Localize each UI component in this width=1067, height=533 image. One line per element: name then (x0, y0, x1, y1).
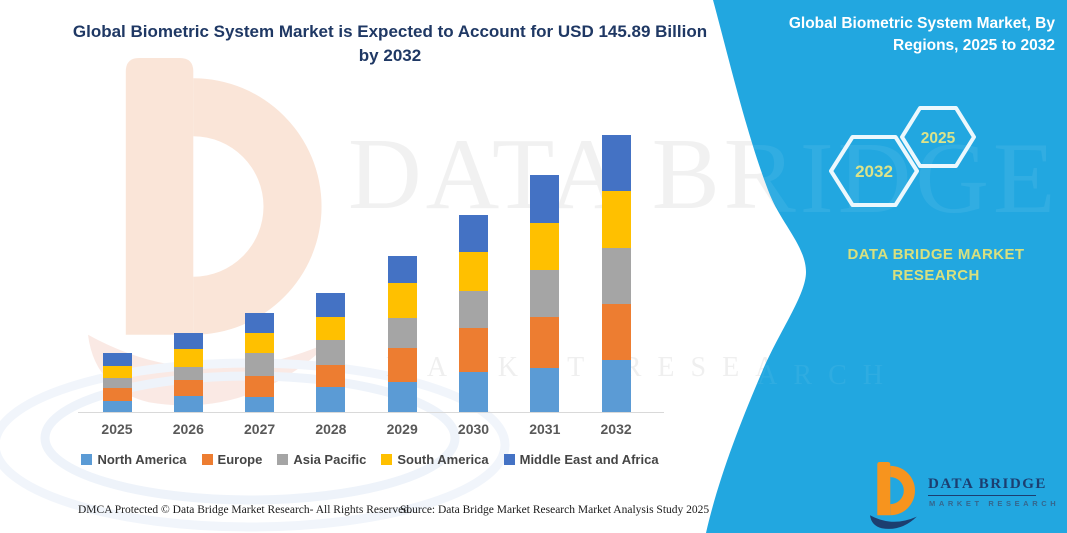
footer-source-text: Source: Data Bridge Market Research Mark… (400, 504, 710, 516)
stacked-bar-plot (60, 135, 680, 413)
hexagon-2032 (829, 135, 919, 207)
x-tick-2026: 2026 (172, 421, 204, 437)
legend-label: Europe (217, 452, 263, 467)
bar-segment-asia-pacific (601, 248, 631, 304)
legend-label: Middle East and Africa (519, 452, 659, 467)
bar-segment-south-america (601, 190, 631, 249)
legend-swatch (503, 454, 515, 465)
bar-segment-south-america (316, 317, 346, 341)
legend-item-middle-east-and-africa: Middle East and Africa (503, 452, 659, 467)
x-tick-2028: 2028 (315, 421, 347, 437)
bar-2030 (459, 214, 488, 413)
chart-title: Global Biometric System Market is Expect… (72, 22, 708, 65)
legend-swatch (381, 454, 393, 465)
hexagon-2025-label: 2025 (921, 130, 956, 147)
bar-segment-asia-pacific (245, 352, 275, 376)
bar-segment-north-america (530, 368, 560, 413)
x-tick-2027: 2027 (244, 421, 276, 437)
legend-swatch (201, 454, 213, 465)
x-tick-2025: 2025 (101, 421, 133, 437)
bar-segment-north-america (316, 387, 346, 413)
bar-segment-south-america (245, 332, 275, 353)
bar-2027 (245, 312, 275, 413)
hexagon-2025 (900, 106, 976, 168)
bar-segment-asia-pacific (316, 340, 346, 366)
bar-2026 (173, 333, 203, 413)
x-tick-2032: 2032 (600, 421, 632, 437)
panel-heading: Global Biometric System Market, By Regio… (788, 15, 1055, 54)
bar-segment-south-america (102, 365, 132, 378)
legend-swatch (277, 454, 289, 465)
x-tick-2029: 2029 (386, 421, 418, 437)
chart-legend: North America Europe Asia Pacific South Ame… (60, 452, 680, 467)
footer-dmca-text: DMCA Protected © Data Bridge Market Rese… (78, 504, 412, 516)
bar-segment-europe (245, 376, 275, 397)
x-axis-line (78, 412, 664, 413)
x-tick-2031: 2031 (529, 421, 561, 437)
bar-segment-asia-pacific (530, 269, 560, 317)
legend-item-asia-pacific: Asia Pacific (277, 452, 366, 467)
legend-label: Asia Pacific (293, 452, 367, 467)
x-axis-labels: 2025 2026 2027 2028 2029 2030 2031 2032 (60, 421, 680, 441)
legend-swatch (81, 454, 93, 465)
bar-segment-north-america (387, 381, 417, 413)
legend-label: North America (97, 452, 187, 467)
bar-segment-europe (316, 365, 346, 388)
bar-segment-asia-pacific (387, 318, 417, 349)
legend-item-europe: Europe (201, 452, 263, 467)
bar-segment-asia-pacific (102, 377, 132, 389)
bar-segment-north-america (245, 397, 275, 413)
bar-segment-europe (459, 328, 488, 372)
bar-segment-asia-pacific (173, 367, 203, 380)
bar-segment-north-america (173, 396, 203, 413)
hexagon-2032-label: 2032 (855, 162, 893, 181)
bar-2025 (102, 352, 132, 413)
bar-segment-europe (530, 316, 560, 368)
bar-2029 (387, 255, 417, 413)
bar-segment-north-america (601, 359, 631, 413)
logo-tagline: MARKET RESEARCH (929, 499, 1060, 508)
bar-2031 (530, 174, 560, 413)
x-tick-2030: 2030 (457, 421, 490, 437)
legend-item-south-america: South America (381, 452, 489, 467)
bar-segment-south-america (173, 349, 203, 367)
bar-segment-north-america (459, 372, 488, 413)
bar-segment-europe (601, 303, 631, 360)
bar-segment-middle-east-and-africa (459, 214, 488, 252)
bar-segment-middle-east-and-africa (530, 174, 560, 223)
bar-segment-europe (102, 388, 132, 401)
bar-segment-middle-east-and-africa (102, 352, 132, 366)
bar-2032 (601, 135, 631, 413)
bar-segment-south-america (530, 222, 560, 270)
blue-panel-shape (706, 0, 1067, 533)
bar-segment-middle-east-and-africa (316, 293, 346, 318)
bar-segment-middle-east-and-africa (245, 312, 275, 333)
legend-item-north-america: North America (81, 452, 187, 467)
logo-wordmark: DATA BRIDGE (928, 476, 1045, 496)
bar-segment-middle-east-and-africa (601, 135, 631, 191)
bar-segment-europe (173, 380, 203, 396)
bar-segment-south-america (459, 251, 488, 291)
legend-label: South America (397, 452, 489, 467)
brand-name-text: DATA BRIDGE MARKET RESEARCH (847, 246, 1025, 284)
bar-segment-middle-east-and-africa (173, 333, 203, 350)
bar-segment-south-america (387, 283, 417, 319)
bar-segment-asia-pacific (459, 291, 488, 328)
bar-segment-europe (387, 348, 417, 382)
bar-2028 (316, 293, 346, 413)
dbmr-logo-mark (870, 462, 917, 529)
bar-segment-middle-east-and-africa (387, 255, 417, 284)
bar-segment-north-america (102, 400, 132, 413)
